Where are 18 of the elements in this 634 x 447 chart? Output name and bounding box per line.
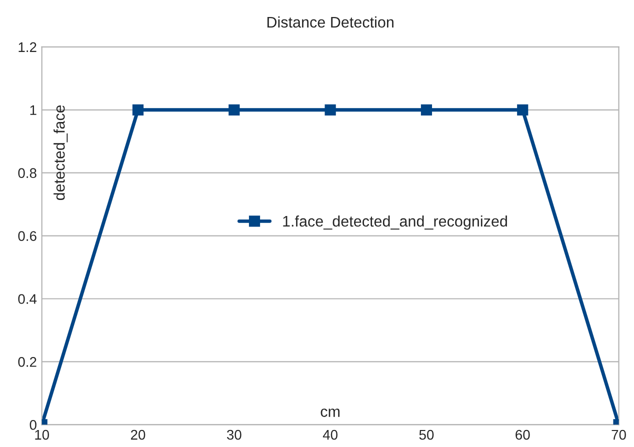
- y-tick-label: 0.8: [18, 168, 36, 178]
- chart-title: Distance Detection: [267, 16, 394, 28]
- x-tick-label: 30: [226, 430, 242, 440]
- y-tick-label: 1.2: [18, 42, 36, 52]
- x-tick-label: 20: [130, 430, 146, 440]
- y-axis-title: detected_face: [54, 105, 68, 200]
- y-tick-label: 0.2: [18, 357, 36, 367]
- y-tick-label: 0.6: [18, 231, 36, 241]
- x-axis-title: cm: [320, 408, 340, 417]
- x-tick-label: 70: [612, 430, 626, 440]
- x-tick-label: 60: [516, 430, 530, 440]
- x-tick-label: 50: [419, 430, 434, 440]
- y-tick-label: 0: [30, 420, 36, 430]
- x-tick-label: 40: [322, 430, 338, 440]
- x-tick-label: 10: [35, 430, 50, 440]
- y-tick-label: 0.4: [18, 294, 37, 304]
- legend-label: 1.face_detected_and_recognized: [283, 215, 507, 230]
- y-tick-label: 1: [30, 105, 36, 115]
